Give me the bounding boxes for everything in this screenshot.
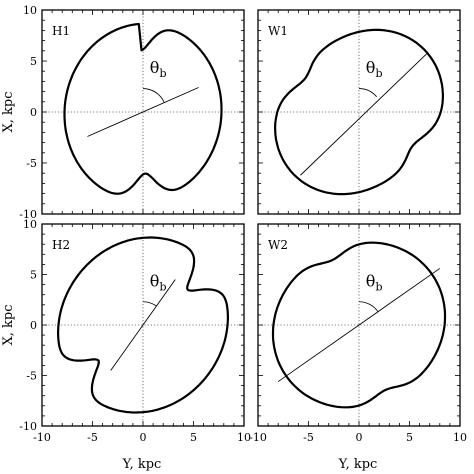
y-tick-label: 10 bbox=[23, 4, 37, 17]
y-tick-label: -10 bbox=[19, 420, 37, 433]
angle-arc bbox=[142, 88, 165, 103]
angle-label: θb bbox=[150, 58, 167, 80]
angle-label: θb bbox=[366, 58, 383, 80]
outline-curve bbox=[63, 22, 223, 195]
x-tick-label: -10 bbox=[33, 431, 51, 444]
bar-line bbox=[87, 87, 199, 137]
x-tick-label: 0 bbox=[356, 431, 363, 444]
x-tick-label: -10 bbox=[249, 431, 267, 444]
panel-h1: -10 -5 0 5 10 θb H1 bbox=[19, 4, 245, 221]
x-axis-label-right: Y, kpc bbox=[338, 457, 378, 472]
y-tick-label: 5 bbox=[30, 269, 37, 282]
angle-label: θb bbox=[366, 272, 383, 294]
x-tick-label: -5 bbox=[303, 431, 314, 444]
outline-curve bbox=[271, 241, 447, 409]
bar-line bbox=[110, 279, 176, 371]
angle-arc bbox=[358, 88, 378, 98]
angle-arc bbox=[142, 301, 157, 307]
x-tick-label: 5 bbox=[190, 431, 197, 444]
panel-label: H1 bbox=[52, 24, 70, 38]
y-tick-label: 0 bbox=[30, 106, 37, 119]
x-axis-label-left: Y, kpc bbox=[122, 457, 162, 472]
outline-curve bbox=[57, 236, 229, 414]
x-tick-label: 5 bbox=[406, 431, 413, 444]
y-axis-label-bottom: X, kpc bbox=[1, 305, 16, 346]
panel-h2: -10 -5 0 5 10 -10 -5 0 5 10 θb H2 bbox=[19, 218, 251, 444]
panel-w1: θb W1 bbox=[257, 9, 461, 215]
angle-arc bbox=[358, 301, 379, 312]
panel-label: H2 bbox=[52, 238, 70, 252]
y-axis-label-top: X, kpc bbox=[1, 92, 16, 133]
angle-label: θb bbox=[150, 272, 167, 294]
y-tick-label: 10 bbox=[23, 218, 37, 231]
panel-label: W1 bbox=[268, 24, 288, 38]
y-tick-label: -5 bbox=[26, 157, 37, 170]
y-tick-label: -5 bbox=[26, 370, 37, 383]
y-tick-label: 0 bbox=[30, 319, 37, 332]
x-tick-label: -5 bbox=[87, 431, 98, 444]
bar-line bbox=[277, 268, 441, 382]
y-tick-label: -10 bbox=[19, 208, 37, 221]
x-tick-label: 10 bbox=[453, 431, 467, 444]
bar-line bbox=[300, 52, 428, 176]
panel-label: W2 bbox=[268, 238, 288, 252]
x-tick-label: 0 bbox=[140, 431, 147, 444]
panel-w2: -10 -5 0 5 10 θb W2 bbox=[249, 223, 467, 444]
y-tick-label: 5 bbox=[30, 55, 37, 68]
x-tick-label: 10 bbox=[237, 431, 251, 444]
outline-curve bbox=[274, 28, 444, 196]
